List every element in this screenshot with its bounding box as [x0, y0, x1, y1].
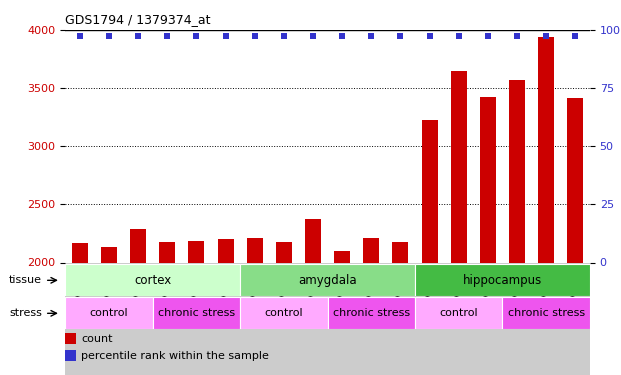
Bar	[65, 333, 76, 344]
Bar	[422, 120, 438, 262]
Bar	[101, 248, 117, 262]
Bar	[509, 80, 525, 262]
Text: chronic stress: chronic stress	[158, 308, 235, 318]
Bar	[334, 251, 350, 262]
Text: percentile rank within the sample: percentile rank within the sample	[81, 351, 269, 361]
Text: amygdala: amygdala	[298, 274, 357, 287]
Text: chronic stress: chronic stress	[333, 308, 410, 318]
Text: control: control	[440, 308, 478, 318]
Bar	[415, 264, 590, 296]
Bar	[363, 238, 379, 262]
Bar	[451, 70, 467, 262]
Bar	[188, 241, 204, 262]
Bar	[415, 297, 502, 329]
Text: cortex: cortex	[134, 274, 171, 287]
Text: control: control	[265, 308, 303, 318]
Bar	[240, 297, 327, 329]
Bar	[217, 238, 233, 262]
Text: hippocampus: hippocampus	[463, 274, 542, 287]
Bar	[65, 264, 240, 296]
Bar	[247, 237, 263, 262]
Bar	[130, 229, 146, 262]
Text: chronic stress: chronic stress	[507, 308, 585, 318]
Bar	[240, 264, 415, 296]
Bar	[327, 297, 415, 329]
Bar	[159, 242, 175, 262]
Bar	[480, 98, 496, 262]
Bar	[65, 350, 76, 361]
Bar	[276, 242, 292, 262]
Bar	[538, 37, 554, 262]
Bar	[392, 242, 409, 262]
Text: GDS1794 / 1379374_at: GDS1794 / 1379374_at	[65, 13, 211, 26]
Text: stress: stress	[9, 308, 42, 318]
Text: control: control	[89, 308, 129, 318]
Bar	[65, 297, 153, 329]
Bar	[568, 98, 583, 262]
Bar	[153, 297, 240, 329]
Bar	[72, 243, 88, 262]
Bar	[305, 219, 321, 262]
Text: count: count	[81, 334, 112, 344]
Text: tissue: tissue	[9, 275, 42, 285]
Bar	[502, 297, 590, 329]
